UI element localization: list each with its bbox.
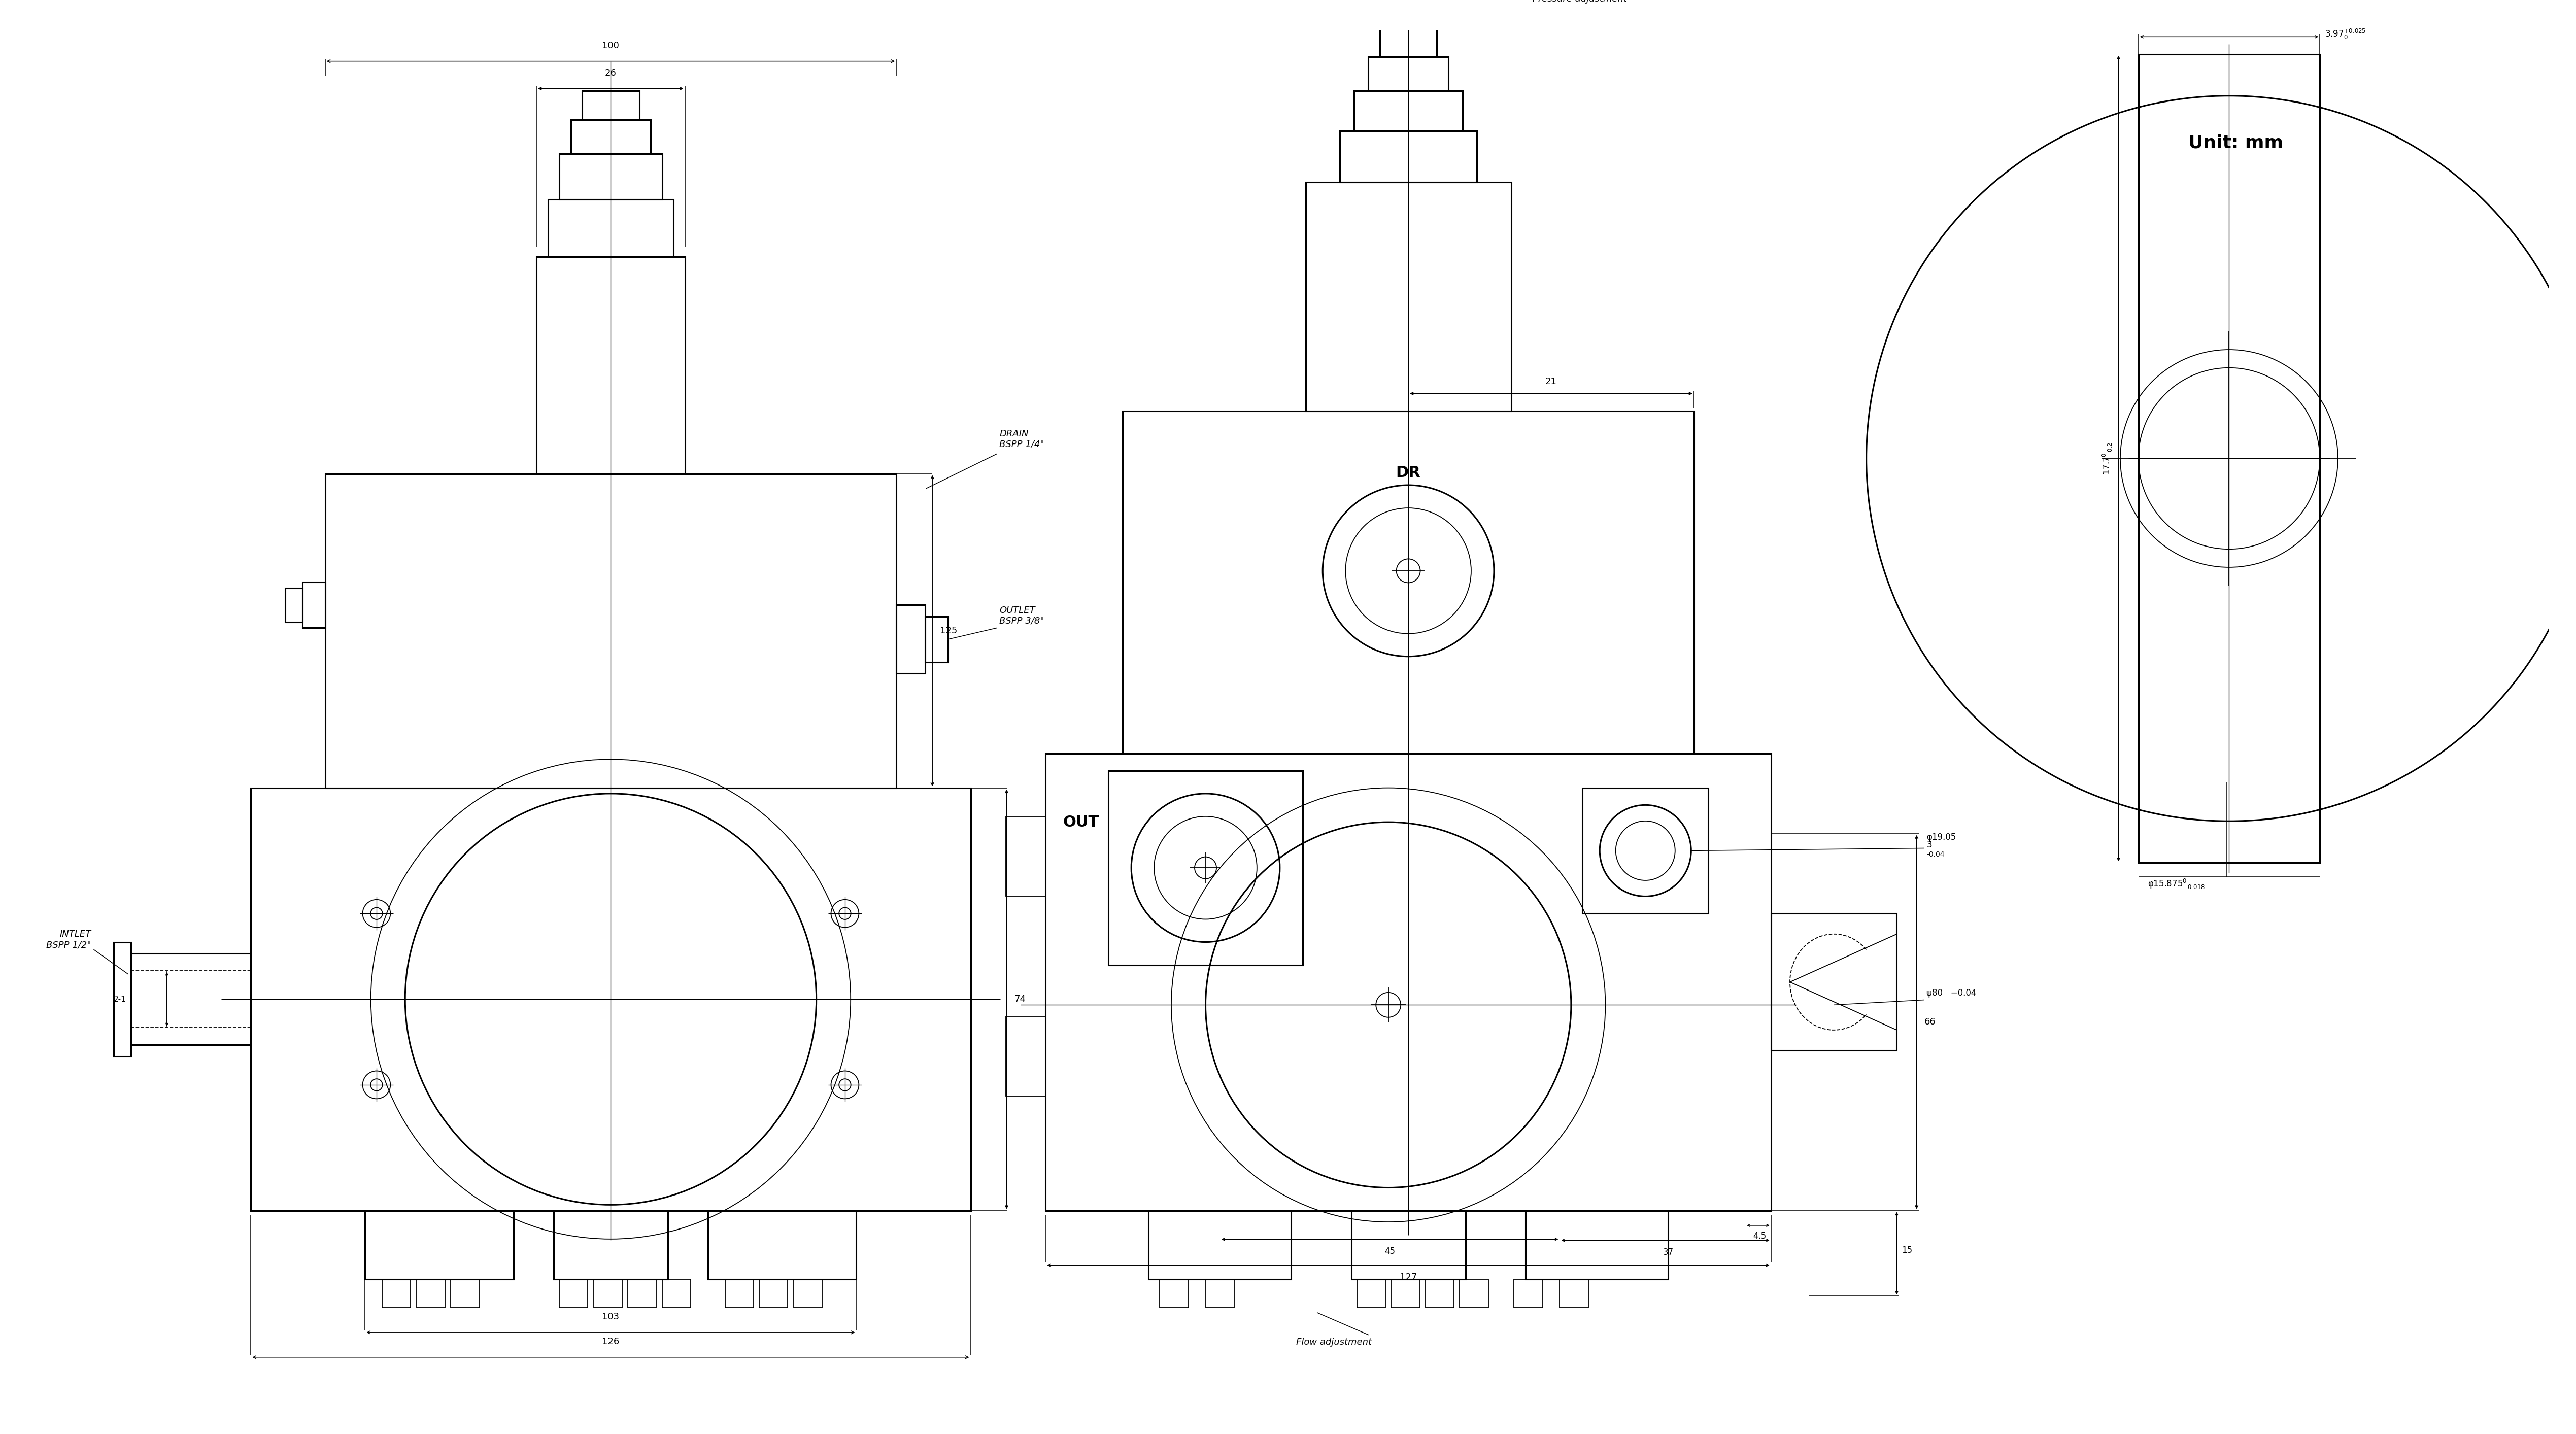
Text: ψ80   −0.04: ψ80 −0.04: [1927, 988, 1976, 998]
Bar: [451, 1279, 479, 1308]
Text: 45: 45: [1383, 1246, 1396, 1256]
Bar: [1582, 787, 1708, 913]
Bar: [1358, 1279, 1386, 1308]
Bar: [1368, 57, 1448, 90]
Text: 66: 66: [1924, 1018, 1935, 1027]
Text: 26: 26: [605, 69, 616, 77]
Bar: [1108, 770, 1303, 965]
Text: OUTLET
BSPP 3/8": OUTLET BSPP 3/8": [999, 605, 1043, 625]
Bar: [366, 1210, 513, 1279]
Text: OUT: OUT: [1064, 815, 1100, 829]
Text: 127: 127: [1399, 1272, 1417, 1282]
Bar: [417, 1279, 446, 1308]
Bar: [113, 942, 131, 1057]
Bar: [1391, 1279, 1419, 1308]
Bar: [554, 1210, 667, 1279]
Bar: [1159, 1279, 1188, 1308]
Bar: [1381, 29, 1437, 57]
Bar: [1123, 412, 1695, 754]
Bar: [1558, 1279, 1589, 1308]
Text: DRAIN
BSPP 1/4": DRAIN BSPP 1/4": [999, 429, 1043, 449]
Bar: [724, 1279, 755, 1308]
Bar: [1355, 90, 1463, 130]
Text: 3.97$^{+0.025}_{0}$: 3.97$^{+0.025}_{0}$: [2324, 27, 2365, 40]
Bar: [536, 257, 685, 473]
Text: Flow adjustment: Flow adjustment: [1296, 1338, 1370, 1347]
Bar: [1772, 913, 1896, 1051]
Bar: [381, 1279, 410, 1308]
Bar: [559, 153, 662, 199]
Text: 103: 103: [603, 1312, 618, 1322]
Bar: [896, 605, 925, 674]
Bar: [286, 588, 301, 622]
Text: Unit: mm: Unit: mm: [2187, 133, 2282, 152]
Bar: [559, 1279, 587, 1308]
Bar: [1206, 1279, 1234, 1308]
Text: Pressure adjustment: Pressure adjustment: [1533, 0, 1628, 3]
Text: 126: 126: [603, 1338, 618, 1347]
Bar: [793, 1279, 822, 1308]
Bar: [1149, 1210, 1291, 1279]
Bar: [131, 954, 250, 1045]
Bar: [1352, 1210, 1466, 1279]
Text: 21: 21: [1546, 377, 1556, 386]
Text: 100: 100: [603, 42, 618, 50]
Bar: [1340, 130, 1476, 182]
Text: 125: 125: [940, 627, 958, 635]
Bar: [760, 1279, 788, 1308]
Text: DR: DR: [1396, 465, 1422, 480]
Text: φ15.875$^{0}_{-0.018}$: φ15.875$^{0}_{-0.018}$: [2148, 878, 2205, 891]
Bar: [925, 617, 948, 663]
Bar: [1005, 816, 1046, 896]
Text: 15: 15: [1901, 1246, 1911, 1255]
Bar: [572, 119, 652, 153]
Bar: [549, 199, 672, 257]
Text: -0.04: -0.04: [1927, 850, 1945, 858]
Bar: [250, 787, 971, 1210]
Bar: [1005, 1017, 1046, 1096]
Bar: [325, 473, 896, 787]
Bar: [1515, 1279, 1543, 1308]
Text: 4.5: 4.5: [1754, 1232, 1767, 1240]
Bar: [1525, 1210, 1669, 1279]
Bar: [301, 582, 325, 628]
Text: φ19.05: φ19.05: [1927, 833, 1955, 842]
Bar: [582, 90, 639, 119]
Bar: [1046, 754, 1772, 1210]
Bar: [1425, 1279, 1453, 1308]
Text: INTLET
BSPP 1/2": INTLET BSPP 1/2": [46, 929, 90, 949]
Text: 2-1: 2-1: [113, 995, 126, 1002]
Text: 74: 74: [1015, 995, 1025, 1004]
Bar: [2138, 54, 2321, 863]
Bar: [708, 1210, 855, 1279]
Text: 3: 3: [1927, 840, 1932, 850]
Bar: [629, 1279, 657, 1308]
Bar: [1306, 182, 1512, 412]
Text: 17.7$^{0}_{-0.2}$: 17.7$^{0}_{-0.2}$: [2102, 442, 2112, 475]
Bar: [662, 1279, 690, 1308]
Bar: [592, 1279, 623, 1308]
Bar: [1461, 1279, 1489, 1308]
Text: 37: 37: [1664, 1248, 1674, 1256]
